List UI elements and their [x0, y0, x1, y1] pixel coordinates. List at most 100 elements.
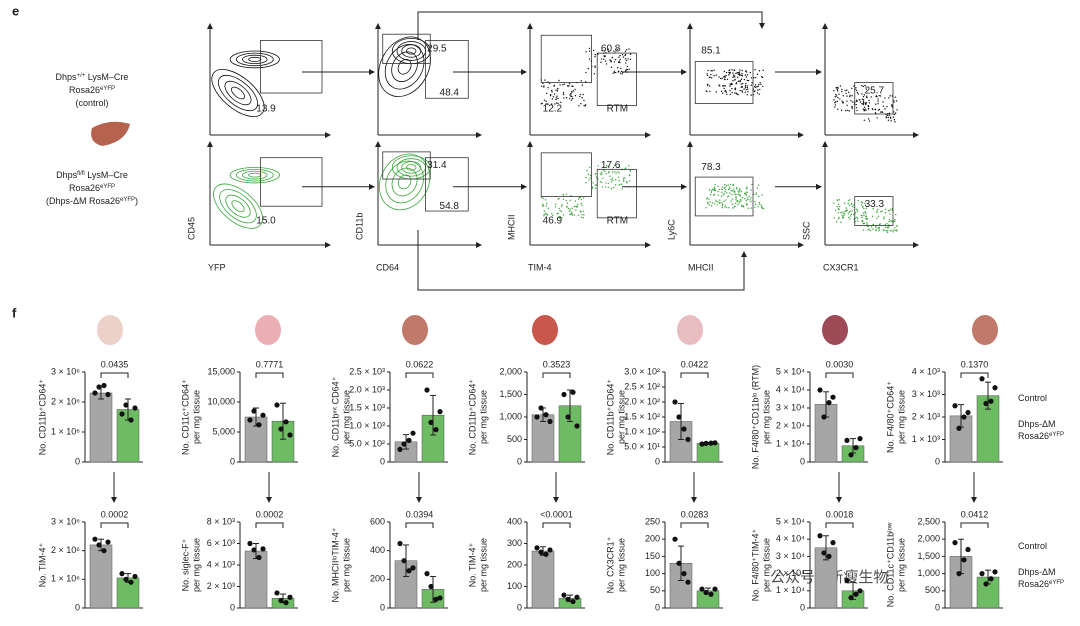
y-axis-label: No. TIM-4⁺: [467, 542, 477, 587]
event-dot: [619, 61, 621, 64]
event-dot: [615, 71, 617, 74]
event-dot: [871, 215, 874, 218]
event-dot: [756, 187, 759, 189]
event-dot: [872, 208, 874, 210]
event-dot: [762, 85, 764, 88]
y-tick-label: 2 × 10³: [912, 411, 940, 421]
event-dot: [599, 173, 602, 175]
event-dot: [755, 193, 757, 196]
event-dot: [592, 182, 594, 184]
event-dot: [861, 93, 863, 95]
event-dot: [744, 197, 746, 200]
event-dot: [835, 95, 838, 97]
organ-icon: [532, 315, 558, 345]
event-dot: [888, 226, 890, 228]
event-dot: [556, 90, 559, 92]
event-dot: [848, 216, 850, 219]
event-dot: [758, 93, 760, 95]
event-dot: [729, 93, 731, 96]
data-point: [247, 540, 253, 547]
flow-y-label: CD45: [186, 217, 196, 240]
event-dot: [625, 69, 627, 71]
gate-value: 17.6: [601, 160, 621, 171]
event-dot: [545, 212, 547, 215]
event-dot: [734, 205, 736, 207]
event-dot: [735, 186, 738, 189]
data-point: [830, 540, 836, 546]
event-dot: [895, 213, 897, 216]
event-dot: [713, 193, 716, 196]
y-axis-label: per mg tissue: [896, 538, 906, 592]
y-axis-label: No. siglec-F⁺: [180, 538, 190, 591]
event-dot: [833, 202, 835, 204]
event-dot: [838, 205, 841, 208]
event-dot: [760, 83, 762, 85]
event-dot: [842, 212, 845, 215]
data-point: [821, 414, 827, 420]
event-dot: [607, 165, 610, 167]
event-dot: [619, 72, 622, 74]
event-dot: [848, 110, 850, 112]
event-dot: [723, 187, 726, 189]
event-dot: [709, 90, 711, 93]
event-dot: [888, 209, 891, 212]
legend-entry-part: Control: [1018, 541, 1047, 551]
event-dot: [866, 217, 868, 220]
event-dot: [735, 198, 737, 201]
event-dot: [758, 203, 760, 205]
event-dot: [560, 205, 563, 207]
event-dot: [543, 85, 545, 87]
connector-arrow: [417, 230, 747, 291]
data-point: [534, 414, 540, 420]
contour: [391, 51, 418, 83]
data-point: [853, 445, 859, 451]
liver-icon: [91, 121, 130, 146]
event-dot: [728, 71, 730, 74]
contour: [242, 170, 268, 180]
y-axis-label: No. CD11b⁺CD64⁺: [605, 379, 615, 456]
event-dot: [726, 93, 728, 95]
event-dot: [707, 202, 709, 205]
event-dot: [710, 70, 712, 72]
event-dot: [569, 199, 571, 202]
event-dot: [565, 199, 567, 202]
event-dot: [753, 90, 755, 93]
y-tick-label: 3 × 10⁴: [776, 551, 805, 561]
y-tick-label: 5.0 × 10¹: [624, 441, 660, 451]
event-dot: [870, 226, 873, 228]
event-dot: [625, 180, 628, 183]
y-tick-label: 300: [507, 538, 522, 548]
event-dot: [555, 98, 557, 101]
data-point: [965, 409, 971, 416]
event-dot: [850, 213, 853, 216]
event-dot: [868, 228, 870, 230]
event-dot: [735, 72, 737, 75]
event-dot: [737, 203, 739, 206]
data-point: [817, 387, 823, 393]
event-dot: [722, 194, 724, 196]
data-point: [101, 548, 107, 554]
event-dot: [747, 91, 749, 93]
event-dot: [581, 97, 583, 99]
y-axis-label: per mg tissue: [761, 390, 771, 444]
event-dot: [759, 88, 761, 91]
legend-entry: Rosa26eYFP: [1018, 431, 1064, 441]
event-dot: [757, 206, 759, 208]
event-dot: [574, 88, 576, 91]
event-dot: [613, 61, 616, 63]
y-tick-label: 3 × 10⁶: [51, 516, 80, 526]
gate: [854, 196, 894, 227]
y-axis-label: No. CD11bᶦⁿᵗ CD64⁺: [330, 376, 340, 457]
event-dot: [852, 204, 855, 206]
event-dot: [855, 100, 858, 102]
event-dot: [739, 188, 741, 190]
gate: [694, 61, 754, 104]
event-dot: [894, 121, 896, 123]
event-dot: [618, 56, 620, 58]
event-dot: [581, 214, 583, 216]
event-dot: [877, 98, 879, 100]
event-dot: [881, 111, 883, 113]
contour: [224, 80, 252, 106]
event-dot: [845, 207, 847, 209]
event-dot: [844, 109, 847, 112]
